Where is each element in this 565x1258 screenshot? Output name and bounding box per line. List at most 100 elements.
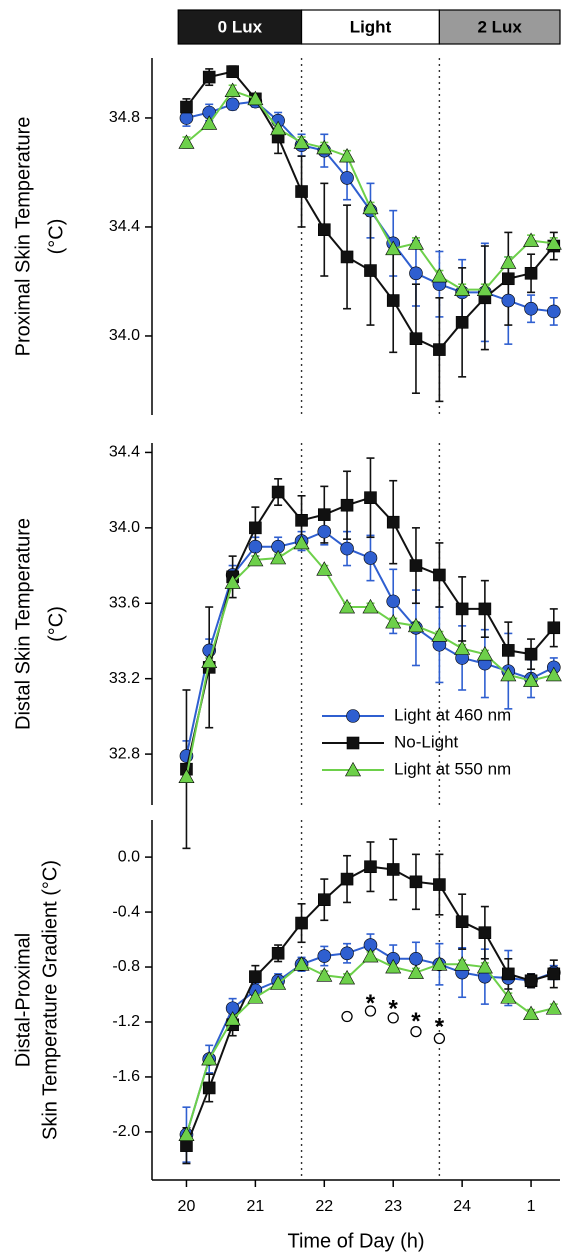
significance-circle <box>364 1005 377 1017</box>
marker <box>248 539 263 554</box>
marker <box>546 304 561 319</box>
marker <box>407 964 424 979</box>
panel: 0 Lux Light 2 Lux 34.0 34.4 34.8 Proximal Skin… <box>12 9 562 415</box>
marker <box>385 613 402 629</box>
marker <box>409 559 423 572</box>
marker <box>501 293 516 308</box>
y-axis-label: Distal-Proximal <box>12 933 34 1067</box>
marker <box>271 485 285 499</box>
legend-label: No-Light <box>394 732 459 751</box>
y-tick-label: 33.6 <box>109 594 140 611</box>
marker <box>524 266 538 280</box>
marker <box>316 561 333 576</box>
y-axis-label: (°C) <box>45 219 67 255</box>
marker <box>547 967 561 981</box>
marker <box>247 551 264 567</box>
significance-star: * <box>366 990 376 1017</box>
marker <box>409 332 423 345</box>
error-bars <box>182 951 558 1140</box>
marker <box>317 949 332 963</box>
y-tick-label: -0.4 <box>112 903 140 920</box>
phase-label: Light <box>350 17 392 36</box>
marker <box>409 875 423 889</box>
phase-label: 0 Lux <box>218 17 263 36</box>
marker <box>455 915 469 928</box>
marker <box>180 1139 193 1152</box>
marker <box>362 199 379 215</box>
y-tick-label: 34.4 <box>109 444 140 461</box>
marker <box>476 281 493 296</box>
marker <box>407 617 424 633</box>
marker <box>178 1126 195 1141</box>
marker <box>339 598 356 614</box>
phase-box <box>438 9 561 45</box>
y-tick-label: 33.2 <box>109 670 140 687</box>
marker <box>364 264 377 277</box>
panel: 32.8 33.2 33.6 34.0 34.4 Distal Skin Temperat… <box>12 443 562 850</box>
marker <box>340 872 354 886</box>
marker <box>500 989 517 1004</box>
marker <box>500 666 517 682</box>
marker <box>500 254 517 269</box>
legend-marker <box>346 736 360 750</box>
marker <box>178 768 195 784</box>
marker <box>386 294 400 307</box>
marker <box>317 524 332 539</box>
y-tick-label: 34.8 <box>109 109 140 126</box>
marker <box>455 602 469 616</box>
marker <box>386 594 401 609</box>
marker <box>247 989 264 1004</box>
marker <box>454 956 471 971</box>
marker <box>316 967 333 982</box>
marker <box>340 250 354 264</box>
y-tick-label: -1.6 <box>112 1068 140 1085</box>
error-bars <box>182 65 558 403</box>
marker <box>339 969 356 985</box>
marker <box>385 958 402 974</box>
marker <box>478 602 492 616</box>
marker <box>502 644 515 657</box>
marker <box>409 951 423 966</box>
phase-box <box>177 9 303 45</box>
marker <box>293 134 310 149</box>
marker <box>433 878 446 891</box>
marker <box>433 568 446 582</box>
marker <box>249 521 262 535</box>
significance-circle <box>387 1012 399 1024</box>
marker <box>224 574 241 589</box>
legend-marker <box>346 709 360 723</box>
marker <box>179 111 194 125</box>
marker <box>524 974 538 988</box>
marker <box>409 266 423 281</box>
marker <box>340 171 354 185</box>
marker <box>455 316 469 329</box>
significance-star: * <box>411 1008 421 1035</box>
marker <box>295 514 308 527</box>
x-tick-label: 22 <box>315 1198 333 1215</box>
marker <box>523 232 540 247</box>
x-tick-label: 20 <box>178 1198 196 1215</box>
x-tick-label: 21 <box>246 1198 264 1215</box>
marker <box>339 147 356 163</box>
marker <box>270 549 287 565</box>
marker <box>271 946 285 960</box>
error-bars <box>182 933 558 1163</box>
marker <box>224 1011 241 1026</box>
significance-star: * <box>389 995 399 1022</box>
marker <box>249 970 262 983</box>
marker <box>201 115 218 130</box>
phase-label: 2 Lux <box>477 17 522 36</box>
y-tick-label: 34.4 <box>109 218 140 235</box>
significance-star: * <box>435 1013 445 1040</box>
marker <box>225 97 240 112</box>
marker <box>247 90 264 106</box>
marker <box>180 100 193 114</box>
marker <box>545 666 562 682</box>
marker <box>478 926 492 939</box>
marker <box>295 185 308 198</box>
y-tick-label: 32.8 <box>109 745 140 762</box>
marker <box>178 134 195 149</box>
marker <box>431 267 448 283</box>
marker <box>476 646 493 661</box>
